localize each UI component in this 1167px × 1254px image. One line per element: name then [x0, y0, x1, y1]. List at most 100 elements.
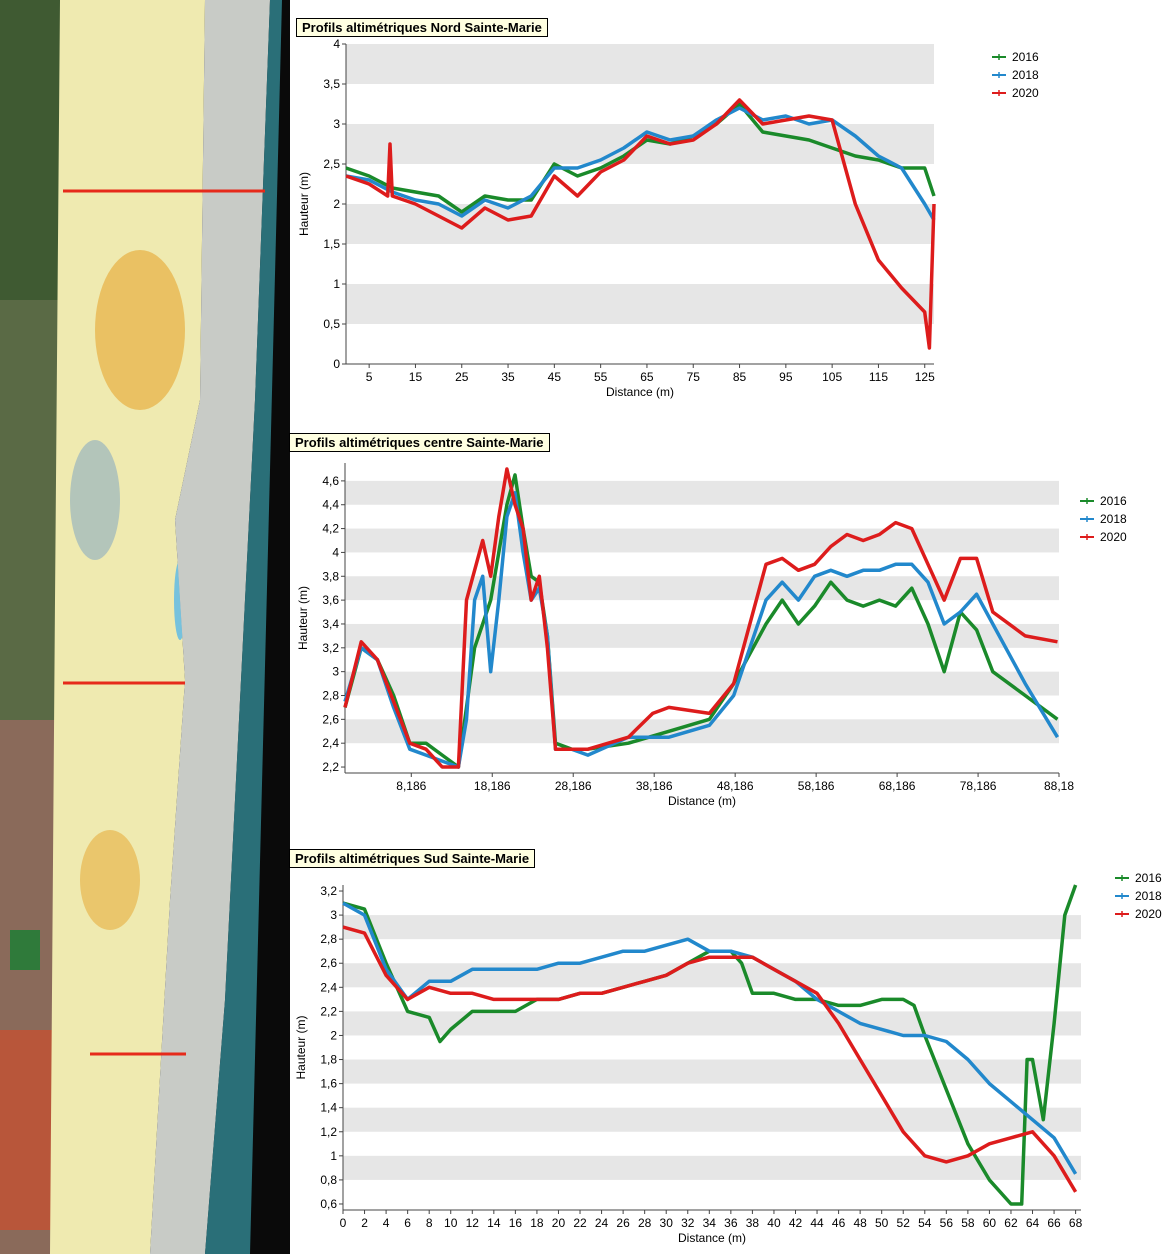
x-tick-label: 50 — [875, 1216, 889, 1230]
y-tick-label: 2 — [333, 197, 340, 211]
y-tick-label: 3,5 — [323, 77, 340, 91]
y-tick-label: 1 — [333, 277, 340, 291]
y-axis-label: Hauteur (m) — [294, 1015, 308, 1079]
y-tick-label: 3 — [332, 665, 339, 679]
series-line-2016 — [342, 884, 1078, 1206]
x-tick-label: 60 — [983, 1216, 997, 1230]
grid-band — [343, 963, 1081, 988]
x-tick-label: 62 — [1004, 1216, 1018, 1230]
series-line-2020 — [345, 98, 936, 350]
legend-label-2016: 2016 — [1100, 494, 1127, 508]
x-tick-label: 20 — [552, 1216, 566, 1230]
x-tick-label: 66 — [1047, 1216, 1061, 1230]
y-tick-label: 2,5 — [323, 157, 340, 171]
x-tick-label: 4 — [383, 1216, 390, 1230]
x-tick-label: 125 — [915, 370, 935, 384]
beach — [150, 0, 270, 1254]
x-tick-label: 18 — [530, 1216, 544, 1230]
chart-nord-svg: 00,511,522,533,545 15 25 35 45 55 65 75 85 95 105 1… — [297, 37, 1039, 399]
x-tick-label: 28 — [638, 1216, 652, 1230]
x-tick-label: 38,186 — [636, 779, 673, 793]
x-tick-label: 8 — [426, 1216, 433, 1230]
x-tick-label: 8,186 — [396, 779, 426, 793]
y-tick-label: 0,5 — [323, 317, 340, 331]
x-tick-label: 2 — [361, 1216, 368, 1230]
chart-nord: 0 0,5 1 1,5 2 2,5 3 3,5 4 5 15 25 35 45 55 65 75 85 95 105 1… — [292, 12, 1152, 412]
y-tick-label: 2,2 — [322, 760, 339, 774]
y-tick-label: 2,8 — [320, 932, 337, 946]
y-axis-label: Hauteur (m) — [297, 172, 311, 236]
legend-label-2018: 2018 — [1012, 68, 1039, 82]
x-tick-label: 75 — [687, 370, 701, 384]
chart-title: Profils altimétriques Nord Sainte-Marie — [296, 18, 548, 37]
sand-deposit-2 — [80, 830, 140, 930]
x-tick-label: 54 — [918, 1216, 932, 1230]
x-tick-label: 15 — [409, 370, 423, 384]
y-tick-label: 4 — [332, 545, 339, 559]
chart-sud-svg: 0,60,811,21,41,61,822,22,42,62,833,20 2 4 6… — [294, 871, 1162, 1245]
y-tick-label: 0,8 — [320, 1173, 337, 1187]
y-tick-label: 2,4 — [320, 980, 337, 994]
x-tick-label: 105 — [822, 370, 842, 384]
x-tick-label: 16 — [509, 1216, 523, 1230]
x-tick-label: 26 — [616, 1216, 630, 1230]
grid-band — [346, 204, 934, 244]
y-tick-label: 4,2 — [322, 522, 339, 536]
grid-band — [343, 915, 1081, 940]
legend-label-2020: 2020 — [1135, 907, 1162, 921]
x-tick-label: 0 — [340, 1216, 347, 1230]
x-tick-label: 55 — [594, 370, 608, 384]
x-tick-label: 22 — [573, 1216, 587, 1230]
x-tick-label: 24 — [595, 1216, 609, 1230]
grid-band — [345, 623, 1059, 648]
x-tick-label: 48,186 — [717, 779, 754, 793]
legend-label-2016: 2016 — [1012, 50, 1039, 64]
y-tick-label: 3,8 — [322, 569, 339, 583]
x-tick-label: 85 — [733, 370, 747, 384]
x-tick-label: 56 — [940, 1216, 954, 1230]
legend-label-2018: 2018 — [1100, 512, 1127, 526]
x-tick-label: 58,186 — [798, 779, 835, 793]
y-tick-label: 3 — [333, 117, 340, 131]
series-line-2018 — [342, 901, 1078, 1175]
x-tick-label: 18,186 — [474, 779, 511, 793]
y-tick-label: 1,6 — [320, 1077, 337, 1091]
series-line-2020 — [343, 467, 1058, 769]
y-tick-label: 4,4 — [322, 498, 339, 512]
y-tick-label: 2,8 — [322, 689, 339, 703]
aerial-photo — [0, 0, 290, 1254]
chart-centre-svg: 2,2 2,4 2,6 2,8 3 3,2 3,4 3,6 3,8 4 4,2 4,4 4,6 8,186… — [296, 463, 1127, 808]
vegetation-area — [0, 0, 60, 300]
x-tick-label: 25 — [455, 370, 469, 384]
grid-band — [346, 44, 934, 84]
series-line-2018 — [345, 106, 936, 221]
x-axis-label: Distance (m) — [606, 385, 674, 399]
grid-band — [345, 480, 1059, 505]
x-tick-label: 115 — [869, 370, 888, 384]
y-tick-label: 0,6 — [320, 1197, 337, 1211]
grid-band — [346, 284, 934, 324]
y-tick-label: 2,6 — [322, 712, 339, 726]
legend-label-2020: 2020 — [1012, 86, 1039, 100]
x-tick-label: 52 — [897, 1216, 911, 1230]
x-tick-label: 95 — [779, 370, 793, 384]
x-tick-label: 46 — [832, 1216, 846, 1230]
x-tick-label: 48 — [853, 1216, 867, 1230]
y-tick-label: 4 — [333, 37, 340, 51]
y-tick-label: 2,6 — [320, 956, 337, 970]
x-axis-label: Distance (m) — [668, 794, 736, 808]
x-tick-label: 68,186 — [879, 779, 916, 793]
y-tick-label: 3,4 — [322, 617, 339, 631]
x-tick-label: 78,186 — [960, 779, 997, 793]
x-tick-label: 68 — [1069, 1216, 1083, 1230]
x-tick-label: 34 — [703, 1216, 717, 1230]
grid-band — [345, 528, 1059, 553]
y-tick-label: 1,8 — [320, 1053, 337, 1067]
x-tick-label: 58 — [961, 1216, 975, 1230]
x-tick-label: 28,186 — [555, 779, 592, 793]
y-tick-label: 3 — [330, 908, 337, 922]
grid-band — [343, 1107, 1081, 1132]
legend-label-2018: 2018 — [1135, 889, 1162, 903]
x-axis-label: Distance (m) — [678, 1231, 746, 1245]
y-axis-label: Hauteur (m) — [296, 586, 310, 650]
